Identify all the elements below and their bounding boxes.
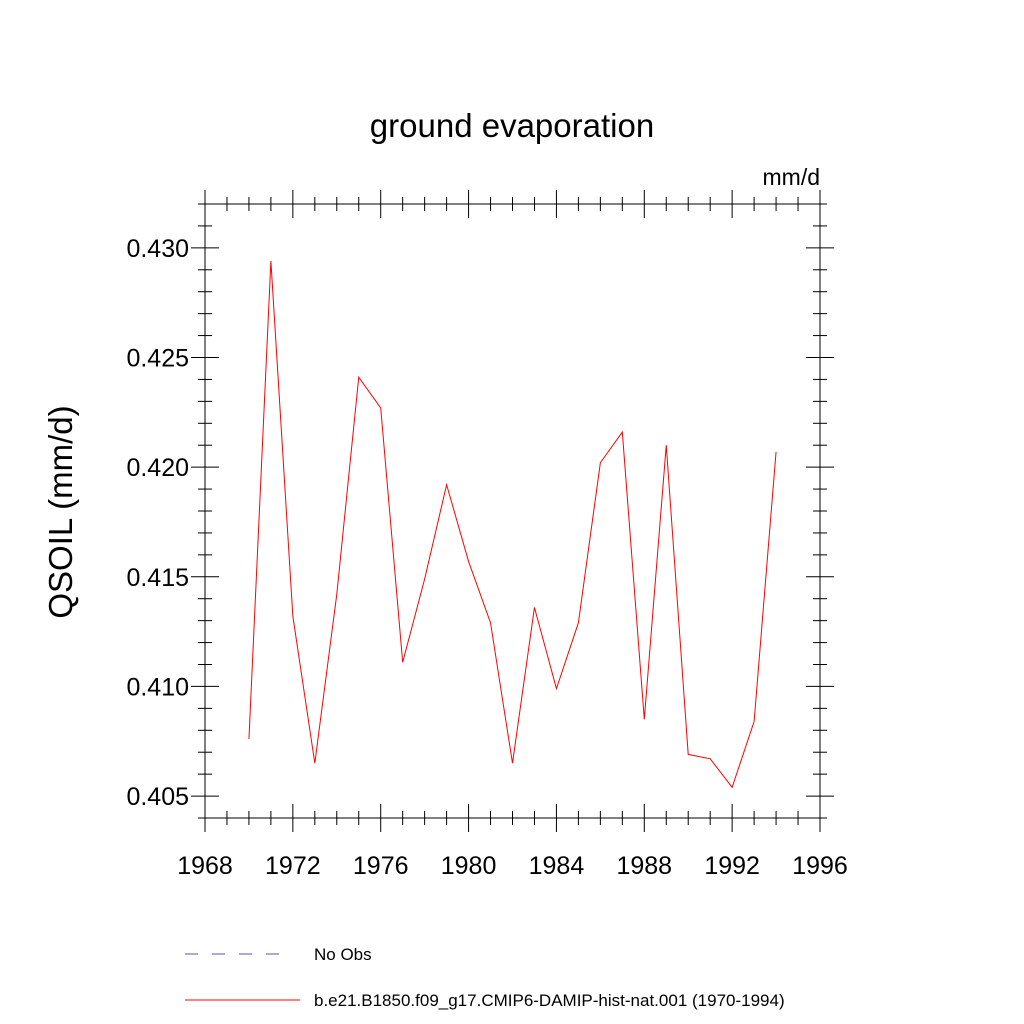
x-tick-label: 1992 xyxy=(704,852,760,880)
y-tick-label: 0.430 xyxy=(126,235,189,263)
y-tick-label: 0.405 xyxy=(126,783,189,811)
units-label: mm/d xyxy=(763,164,821,190)
x-tick-label: 1980 xyxy=(441,852,497,880)
x-tick-label: 1988 xyxy=(616,852,672,880)
y-tick-label: 0.410 xyxy=(126,673,189,701)
x-tick-label: 1968 xyxy=(177,852,233,880)
series-line-1 xyxy=(248,260,777,789)
y-tick-label: 0.425 xyxy=(126,345,189,373)
chart-title: ground evaporation xyxy=(370,107,654,144)
series-group xyxy=(248,260,777,789)
x-tick-label: 1996 xyxy=(792,852,848,880)
x-tick-label: 1976 xyxy=(353,852,409,880)
legend-label-model-run: b.e21.B1850.f09_g17.CMIP6-DAMIP-hist-nat… xyxy=(314,991,785,1010)
legend: No Obs b.e21.B1850.f09_g17.CMIP6-DAMIP-h… xyxy=(185,945,785,1010)
x-axis: 1968 1972 1976 1980 1984 1988 1992 1996 xyxy=(177,190,848,880)
y-tick-label: 0.420 xyxy=(126,454,189,482)
plot-frame xyxy=(204,203,821,819)
legend-label-no-obs: No Obs xyxy=(314,945,372,964)
x-tick-label: 1972 xyxy=(265,852,321,880)
y-axis-label: QSOIL (mm/d) xyxy=(42,405,79,618)
y-tick-label: 0.415 xyxy=(126,564,189,592)
x-tick-label: 1984 xyxy=(529,852,585,880)
y-axis: 0.405 0.410 0.415 0.420 0.425 0.430 xyxy=(126,203,834,819)
